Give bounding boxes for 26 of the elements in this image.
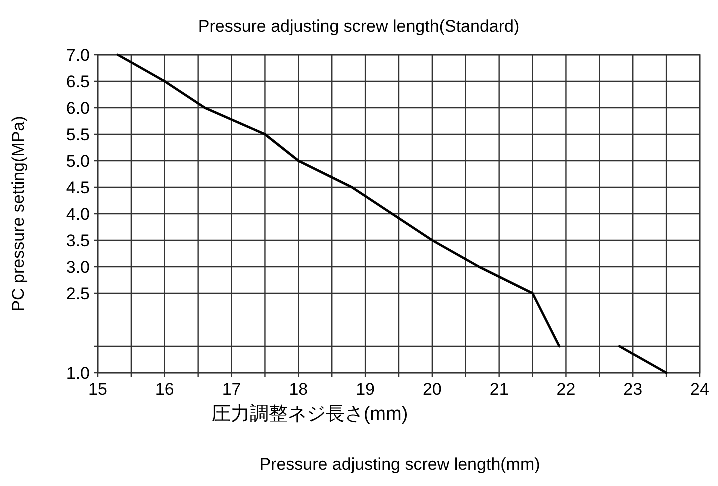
y-tick-label: 4.5: [66, 178, 90, 198]
y-tick-label: 6.0: [66, 99, 90, 118]
x-tick-label: 16: [155, 380, 174, 399]
x-tick-label: 24: [690, 380, 710, 399]
x-tick-label: 19: [356, 380, 376, 399]
x-axis-title: 圧力調整ネジ長さ(mm): [212, 404, 408, 425]
y-tick-label: 7.0: [66, 46, 90, 65]
y-tick-label: 3.0: [66, 258, 90, 277]
y-tick-label: 5.5: [66, 126, 90, 144]
x-tick-label: 23: [624, 380, 643, 399]
y-tick-label: 2.5: [66, 284, 90, 304]
y-tick-label: 1.0: [66, 364, 90, 383]
x-tick-label: 21: [490, 380, 509, 399]
x-tick-label: 20: [422, 380, 442, 399]
x-tick-label: 18: [289, 380, 308, 399]
y-tick-label: 3.5: [66, 232, 90, 250]
y-axis-title: PC pressure setting(MPa): [9, 116, 28, 312]
y-tick-label: 4.0: [66, 205, 90, 224]
y-tick-label: 6.5: [66, 72, 90, 92]
grid: 15 16 17 18 19 20 21 22 23 24 1.0 2.5 3.0 3.5 4.0 4.5 5.0 5.5 6.0 6.5 7.0: [66, 46, 710, 399]
x-tick-label: 22: [556, 380, 576, 399]
chart-title: Pressure adjusting screw length(Standard): [198, 17, 520, 36]
text: Pressure adjusting screw length(mm): [260, 455, 540, 474]
x-tick-label: 15: [88, 380, 108, 399]
y-tick-label: 5.0: [66, 152, 90, 171]
x-tick-label: 17: [222, 380, 242, 399]
